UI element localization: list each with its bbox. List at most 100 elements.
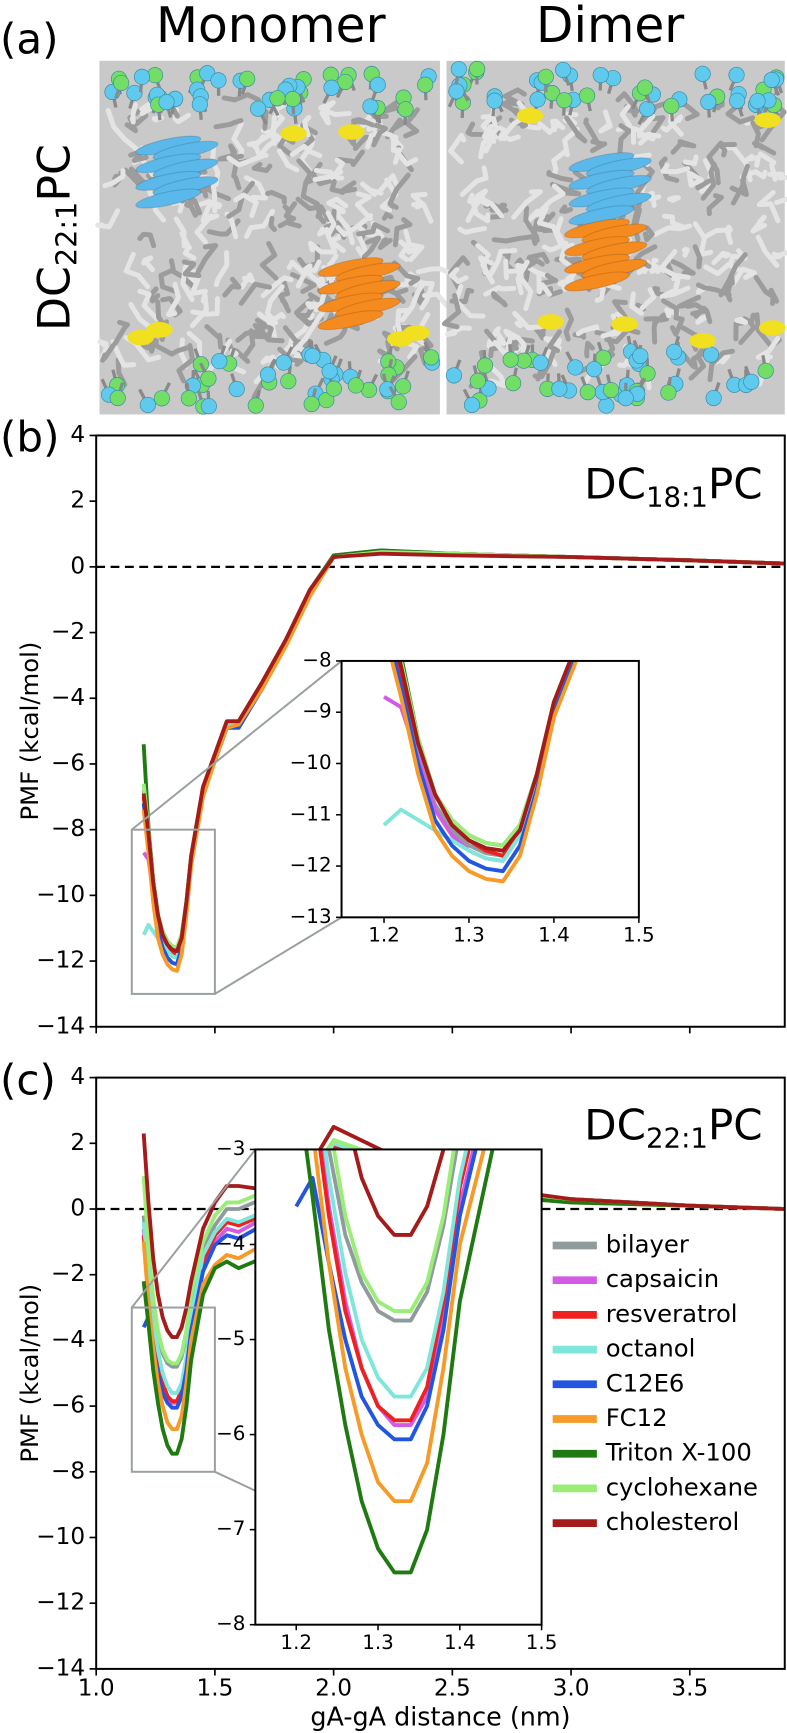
lipid-tail	[717, 141, 738, 158]
legend-label: resveratrol	[606, 1299, 738, 1328]
lipid-tail	[325, 210, 337, 253]
lipid-tail	[508, 117, 528, 129]
headgroup	[729, 92, 746, 109]
legend-label: C12E6	[606, 1368, 685, 1397]
y-tick-label: −12	[36, 947, 85, 974]
headgroup	[749, 92, 766, 110]
lipid-tail	[537, 121, 558, 135]
lipid-tail	[662, 213, 687, 230]
y-tick-label: 2	[70, 487, 85, 514]
lipid-tail	[700, 162, 717, 201]
lipid-tail	[123, 251, 151, 290]
headgroup	[486, 92, 503, 109]
lipid-tail	[351, 117, 376, 128]
lipid-tail	[755, 234, 780, 268]
inset-y-tick-label: −7	[216, 1517, 245, 1540]
headgroup	[379, 381, 396, 398]
lipid-tail	[667, 195, 681, 203]
headgroup	[502, 351, 519, 368]
lipid-tail	[279, 296, 292, 314]
lipid-tail	[317, 226, 331, 237]
lipid-tail	[661, 298, 679, 317]
lipid-tail	[243, 175, 268, 201]
helix	[135, 188, 202, 209]
inset-y-tick-label: −8	[302, 648, 331, 671]
inset-x-tick-label: 1.4	[444, 1631, 476, 1654]
x-tick-label: 2.0	[315, 1674, 352, 1701]
yellow-molecule	[338, 124, 365, 140]
series-group	[294, 1149, 495, 1575]
lipid-tail	[441, 293, 462, 330]
annotation-sub: 22:1	[646, 1121, 708, 1154]
zoom-connector	[214, 916, 343, 995]
lipid-tail	[701, 224, 733, 240]
lipid-tail	[387, 172, 411, 210]
lipid-tail	[137, 231, 157, 249]
headgroup	[397, 101, 414, 118]
headgroup	[395, 378, 412, 395]
headgroup	[592, 66, 609, 84]
lipid-tail	[226, 153, 266, 168]
headgroup	[337, 73, 354, 90]
y-tick-label: −2	[51, 1260, 85, 1287]
lipid-tail	[204, 324, 224, 350]
lipid-tail	[154, 343, 192, 357]
headgroup	[660, 384, 677, 401]
lipid-tail	[173, 216, 192, 251]
y-tick-label: −8	[51, 815, 85, 842]
lipid-tail	[511, 189, 543, 220]
x-tick-label: 3.5	[671, 1674, 708, 1701]
headgroup	[469, 60, 486, 78]
lipid-tail	[598, 109, 613, 134]
row-label-suffix: PC	[30, 144, 81, 202]
lipid-tail	[490, 291, 508, 308]
lipid-tail	[469, 197, 491, 224]
lipid-tail	[475, 243, 495, 285]
inset-y-tick-label: −11	[290, 802, 332, 825]
lipid-tail	[695, 314, 708, 325]
lipid-tail	[95, 208, 121, 230]
lipid-tail	[148, 286, 161, 304]
y-axis-label: PMF (kcal/mol)	[15, 1284, 44, 1463]
lipid-tail	[141, 255, 155, 273]
headgroup	[113, 74, 130, 91]
lipid-tail	[268, 215, 277, 233]
headgroup	[544, 85, 561, 102]
lipid-tail	[685, 302, 713, 325]
lipid-tail	[398, 239, 410, 262]
lipid-tail	[445, 325, 472, 337]
lipid-tail	[259, 240, 279, 281]
lipid-tail	[300, 181, 323, 219]
lipid-tail	[497, 125, 508, 142]
lipid-tail	[515, 259, 530, 296]
inset-y-tick-label: −5	[216, 1327, 245, 1350]
lipid-tail	[604, 327, 641, 345]
headgroup	[321, 363, 338, 380]
headgroup	[247, 397, 264, 414]
zoom-connector	[131, 1148, 257, 1309]
lipid-tail	[302, 114, 312, 138]
lipid-tail	[692, 221, 714, 257]
legend-label: octanol	[606, 1334, 696, 1363]
chart: (b)PMF (kcal/mol)−14−12−10−8−6−4−2024DC1…	[0, 412, 786, 1039]
panel-label: (a)	[0, 14, 59, 63]
lipid-tail	[681, 246, 690, 258]
inset-y-tick-label: −10	[290, 751, 332, 774]
y-tick-label: −10	[36, 881, 85, 908]
series-line	[327, 1149, 459, 1323]
lipid-tail	[395, 307, 411, 340]
lipid-tail	[390, 134, 419, 167]
headgroup	[639, 365, 656, 382]
panel-label: (c)	[0, 1056, 56, 1105]
headgroup	[639, 100, 656, 117]
lipid-tail	[643, 225, 655, 243]
annotation: DC18:1PC	[584, 459, 762, 514]
yellow-molecule	[516, 108, 544, 124]
series-line	[389, 660, 579, 884]
headgroup	[180, 390, 197, 407]
lipid-tail	[305, 301, 324, 310]
snapshot	[95, 60, 459, 415]
image-title: Monomer	[156, 0, 386, 54]
lipid-tail	[664, 307, 680, 319]
